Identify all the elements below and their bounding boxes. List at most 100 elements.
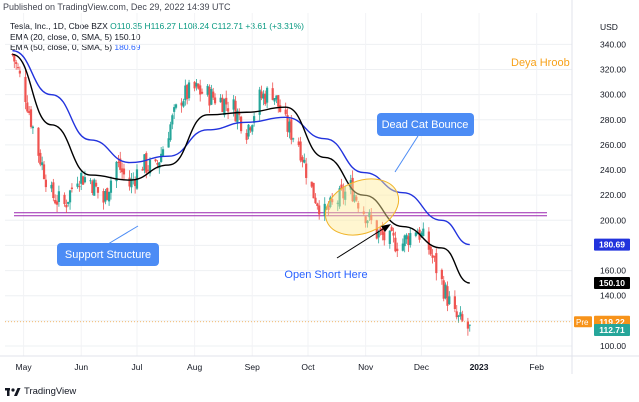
candle-body xyxy=(50,184,53,189)
candle-body xyxy=(28,111,31,114)
y-tick-label: 220.00 xyxy=(600,190,626,200)
candle-body xyxy=(121,168,124,173)
x-tick-label: Jul xyxy=(132,362,143,372)
legend-ema20-value: 150.10 xyxy=(114,31,141,42)
candle-body xyxy=(16,67,20,69)
candle-body xyxy=(96,187,100,193)
candle-body xyxy=(67,201,70,204)
candle-body xyxy=(184,85,187,101)
candle-body xyxy=(15,62,18,64)
price-tag-value: 150.10 xyxy=(599,278,625,288)
candle-body xyxy=(210,88,213,105)
candle-body xyxy=(145,153,148,173)
candle-body xyxy=(148,159,152,174)
candle-body xyxy=(260,91,263,99)
ema-lines xyxy=(12,49,470,284)
candle-body xyxy=(249,127,252,131)
candle-body xyxy=(141,169,144,171)
y-tick-label: 260.00 xyxy=(600,140,626,150)
candle-body xyxy=(407,236,410,246)
y-tick-label: 300.00 xyxy=(600,90,626,100)
candle-body xyxy=(238,113,241,115)
legend-ema20-row: EMA (20, close, 0, SMA, 5) 150.10 xyxy=(10,32,304,43)
candle-body xyxy=(147,169,150,171)
candle-body xyxy=(340,184,343,190)
x-axis: May Jun Jul Aug Sep Oct Nov Dec 2023 Feb xyxy=(0,355,639,372)
candle-body xyxy=(236,110,239,123)
candle-body xyxy=(187,82,191,99)
candle-body xyxy=(169,124,172,140)
candle-body xyxy=(262,93,265,99)
candle-body xyxy=(167,138,170,148)
candle-body xyxy=(442,280,445,299)
candle-body xyxy=(54,199,57,204)
legend-ema50-row: EMA (50, close, 0, SMA, 5) 180.69 xyxy=(10,42,304,53)
candle-body xyxy=(115,161,118,182)
candle-body xyxy=(52,182,55,198)
y-axis-unit: USD xyxy=(600,22,618,32)
candle-body xyxy=(31,126,34,129)
candle-body xyxy=(440,269,443,280)
candle-body xyxy=(41,162,44,166)
candle-body xyxy=(223,99,226,116)
candle-body xyxy=(336,202,339,205)
ema20-line xyxy=(12,53,470,284)
candle-body xyxy=(459,312,462,317)
candle-body xyxy=(234,100,237,122)
candle-body xyxy=(409,233,412,245)
candle-body xyxy=(195,82,198,87)
candle-body xyxy=(26,102,29,112)
candle-body xyxy=(70,187,74,189)
candle-body xyxy=(388,230,391,244)
x-tick-label: Jun xyxy=(74,362,88,372)
candle-body xyxy=(364,216,367,224)
candle-body xyxy=(327,205,330,210)
price-tag-value: 119.22 xyxy=(599,317,625,327)
candle-body xyxy=(232,99,235,110)
candle-body xyxy=(357,203,360,209)
candle-body xyxy=(362,211,365,214)
candle-body xyxy=(94,182,98,187)
candle-body xyxy=(288,121,291,133)
candle-body xyxy=(13,54,16,62)
candle-body xyxy=(63,194,66,204)
candle-body xyxy=(264,93,267,105)
footer-brand: TradingView xyxy=(24,386,77,397)
candle-body xyxy=(305,163,308,178)
tradingview-logo-icon xyxy=(5,387,21,396)
candle-body xyxy=(446,286,449,306)
y-tick-label: 160.00 xyxy=(600,266,626,276)
candle-body xyxy=(349,180,352,190)
candle-body xyxy=(219,97,222,103)
legend-symbol: Tesla, Inc., 1D, Cboe BZX xyxy=(10,21,108,31)
y-tick-label: 200.00 xyxy=(600,215,626,225)
price-tag-bg xyxy=(594,277,630,290)
bounce-highlight xyxy=(324,178,400,236)
candle-body xyxy=(37,127,40,156)
candle-body xyxy=(310,181,313,187)
candle-body xyxy=(266,87,269,103)
legend-ohlc: O110.35 H116.27 L108.24 C112.71 xyxy=(110,21,243,31)
candle-body xyxy=(375,220,378,239)
candle-body xyxy=(448,296,451,305)
candle-body xyxy=(128,177,131,187)
candle-body xyxy=(318,205,321,215)
candle-body xyxy=(290,119,293,140)
candle-body xyxy=(292,138,295,140)
candle-body xyxy=(338,188,341,207)
candle-body xyxy=(401,243,404,251)
support-line xyxy=(14,212,547,217)
candle-body xyxy=(422,228,425,237)
candle-body xyxy=(68,190,72,203)
candle-body xyxy=(468,324,471,326)
candle-body xyxy=(323,203,326,216)
grid xyxy=(5,13,572,356)
candle-body xyxy=(286,115,289,132)
y-tick-label: 280.00 xyxy=(600,115,626,125)
candle-body xyxy=(186,84,189,100)
candle-body xyxy=(403,235,406,247)
candle-body xyxy=(258,89,261,115)
candle-body xyxy=(370,214,373,221)
candle-body xyxy=(271,88,274,100)
